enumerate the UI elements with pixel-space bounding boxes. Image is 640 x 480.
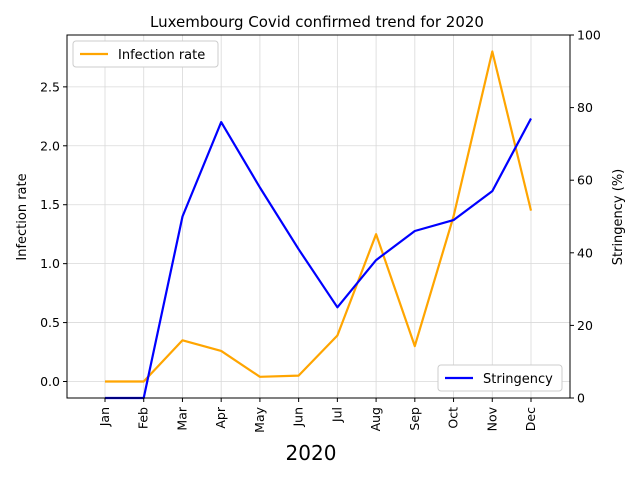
y-axis-left: 0.0 0.5 1.0 1.5 2.0 2.5	[40, 79, 67, 389]
y-axis-right: 0 20 40 60 80 100	[570, 28, 601, 406]
y-left-tick-label: 1.5	[40, 197, 60, 212]
x-axis-title: 2020	[286, 441, 337, 465]
x-tick-label: May	[252, 406, 267, 432]
y-right-tick-label: 0	[577, 391, 585, 406]
y-left-tick-label: 1.0	[40, 256, 60, 271]
x-tick-label: Jun	[291, 407, 306, 428]
x-tick-label: Oct	[446, 407, 461, 429]
chart-title: Luxembourg Covid confirmed trend for 202…	[150, 13, 484, 31]
plot-frame	[66, 34, 571, 399]
y-right-tick-label: 80	[577, 100, 593, 115]
y-left-tick-label: 0.5	[40, 315, 60, 330]
legend-infection-rate: Infection rate	[72, 40, 219, 68]
y-left-tick-label: 2.5	[40, 79, 60, 94]
x-tick-label: Jan	[97, 407, 112, 427]
y-left-tick-label: 2.0	[40, 138, 60, 153]
x-tick-label: Jul	[329, 407, 344, 423]
x-axis: Jan Feb Mar Apr May Jun Jul Aug Sep Oct Nov Dec	[97, 398, 538, 433]
x-tick-label: Aug	[368, 407, 383, 431]
legend-box	[437, 364, 563, 392]
legend-box	[72, 40, 219, 68]
grid	[67, 35, 570, 398]
x-tick-label: Apr	[213, 406, 228, 428]
x-tick-label: Nov	[484, 406, 499, 431]
x-tick-label: Feb	[136, 407, 151, 429]
x-tick-label: Mar	[174, 406, 189, 430]
y-right-tick-label: 20	[577, 318, 593, 333]
x-tick-label: Sep	[407, 407, 422, 431]
y-right-tick-label: 40	[577, 245, 593, 260]
y-right-tick-label: 100	[577, 28, 601, 43]
y-axis-left-title: Infection rate	[15, 173, 30, 260]
y-right-tick-label: 60	[577, 173, 593, 188]
series-line-infection-rate	[105, 50, 533, 383]
legend-label: Infection rate	[118, 48, 205, 63]
x-tick-label: Dec	[523, 407, 538, 431]
y-left-tick-label: 0.0	[40, 374, 60, 389]
legend-label: Stringency	[483, 372, 553, 387]
series-line-stringency	[105, 117, 532, 400]
legend-stringency: Stringency	[437, 364, 563, 392]
series-lines	[105, 50, 533, 400]
y-axis-right-title: Stringency (%)	[611, 169, 626, 266]
